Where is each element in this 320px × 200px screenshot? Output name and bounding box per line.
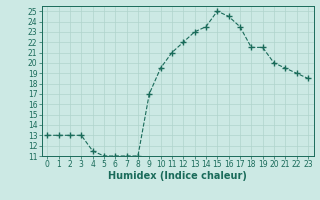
X-axis label: Humidex (Indice chaleur): Humidex (Indice chaleur) bbox=[108, 171, 247, 181]
